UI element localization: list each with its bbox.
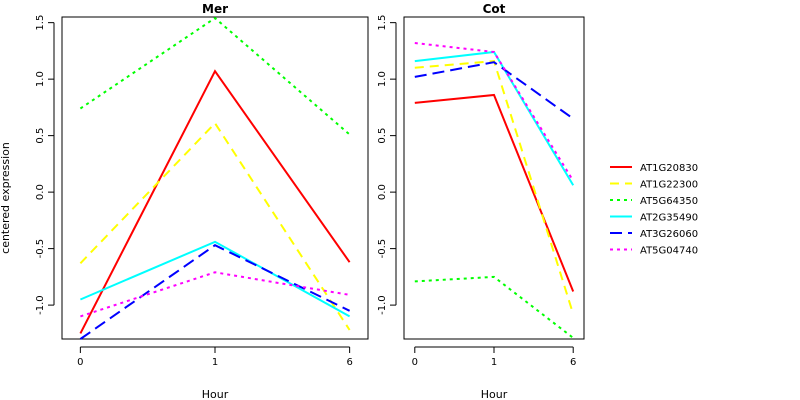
legend-label: AT5G64350 — [640, 196, 698, 207]
x-tick-label: 0 — [77, 357, 83, 368]
y-tick-label: 0.0 — [35, 184, 46, 200]
y-tick-label: 1.0 — [35, 71, 46, 87]
legend-label: AT1G22300 — [640, 180, 698, 191]
series-line-at5g64350 — [79, 16, 351, 136]
legend-item: AT2G35490 — [610, 213, 698, 224]
legend-item: AT3G26060 — [610, 229, 698, 240]
legend-item: AT1G20830 — [610, 163, 698, 174]
series-line-at3g26060 — [79, 244, 351, 340]
series-line-at1g22300 — [414, 60, 575, 315]
y-tick-label: 1.0 — [377, 71, 388, 87]
series-line-at1g22300 — [79, 121, 351, 331]
panel-title: Mer — [202, 2, 228, 16]
series-line-at2g35490 — [80, 240, 351, 318]
panel-mer: Mer -1.0 -0.5 0.0 0.5 1.0 1.5 0 1 6 Hour — [35, 2, 369, 400]
x-axis-label: Hour — [481, 388, 508, 400]
x-tick-label: 1 — [212, 357, 218, 368]
series-line-at3g26060 — [414, 61, 574, 120]
legend-item: AT1G22300 — [610, 180, 698, 191]
series-line-at5g04740 — [80, 271, 350, 318]
legend-item: AT5G04740 — [610, 246, 698, 257]
x-axis-label: Hour — [202, 388, 229, 400]
y-tick-label: -0.5 — [377, 239, 388, 259]
plot-frame — [61, 16, 369, 340]
legend-label: AT3G26060 — [640, 229, 698, 240]
series-line-at5g64350 — [414, 275, 574, 339]
y-tick-label: -1.0 — [377, 295, 388, 315]
y-tick-label: 0.5 — [377, 128, 388, 144]
series-line-at1g20830 — [79, 69, 351, 334]
y-tick-label: 0.0 — [377, 184, 388, 200]
series-line-at5g04740 — [414, 42, 575, 182]
x-tick-label: 1 — [491, 357, 497, 368]
panel-title: Cot — [483, 2, 506, 16]
x-tick-label: 6 — [346, 357, 352, 368]
y-tick-label: -0.5 — [35, 239, 46, 259]
legend-label: AT1G20830 — [640, 163, 698, 174]
legend: AT1G20830 AT1G22300 AT5G64350 AT2G35490 AT3G… — [610, 163, 698, 257]
panel-cot: Cot -1.0 -0.5 0.0 0.5 1.0 1.5 0 1 6 Hour — [377, 2, 585, 400]
y-tick-label: 1.5 — [377, 15, 388, 31]
legend-label: AT5G04740 — [640, 246, 698, 257]
y-tick-label: -1.0 — [35, 295, 46, 315]
chart-panels: Mer -1.0 -0.5 0.0 0.5 1.0 1.5 0 1 6 Hour Cot -1.0 -0.… — [35, 2, 585, 400]
y-axis-label: centered expression — [0, 142, 12, 254]
y-tick-label: 1.5 — [35, 15, 46, 31]
x-tick-label: 0 — [412, 357, 418, 368]
legend-item: AT5G64350 — [610, 196, 698, 207]
y-tick-label: 0.5 — [35, 128, 46, 144]
x-tick-label: 6 — [570, 357, 576, 368]
plot-frame — [403, 16, 585, 340]
legend-label: AT2G35490 — [640, 213, 698, 224]
series-line-at1g20830 — [414, 93, 575, 292]
